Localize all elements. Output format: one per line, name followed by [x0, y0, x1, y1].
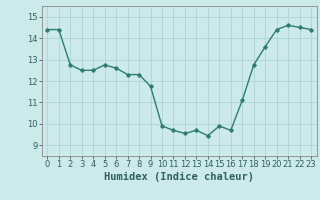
- X-axis label: Humidex (Indice chaleur): Humidex (Indice chaleur): [104, 172, 254, 182]
